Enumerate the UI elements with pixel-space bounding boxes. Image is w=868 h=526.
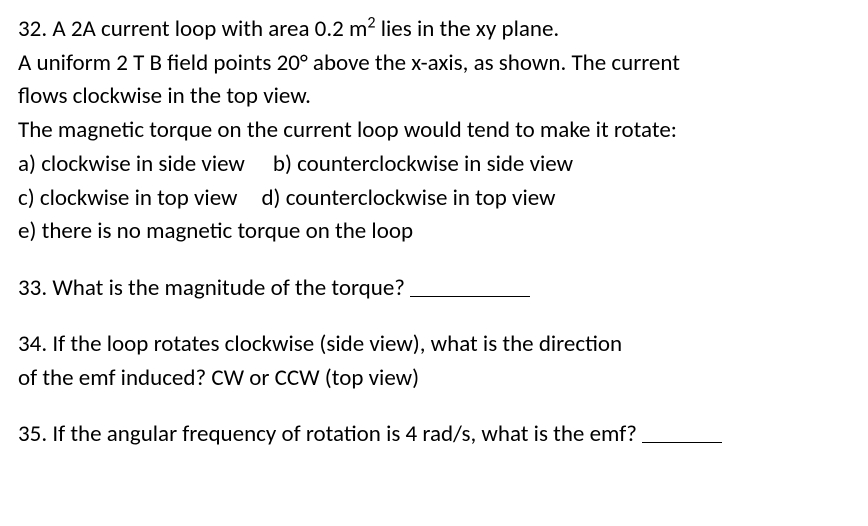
q33-text: 33. What is the magnitude of the torque?	[18, 274, 410, 302]
q32-options-row2: c) clockwise in top view d) counterclockw…	[18, 183, 850, 215]
q32-line1-post: lies in the xy plane.	[376, 15, 560, 43]
q32-line4: The magnetic torque on the current loop …	[18, 115, 850, 147]
q32-options-row1: a) clockwise in side view b) counterclock…	[18, 149, 850, 181]
q32-line1-sup: 2	[367, 13, 375, 32]
q32-line1-pre: 32. A 2A current loop with area 0.2 m	[18, 15, 367, 43]
q32-line3: flows clockwise in the top view.	[18, 81, 850, 113]
q32-opt-e: e) there is no magnetic torque on the lo…	[18, 216, 850, 248]
q35-line: 35. If the angular frequency of rotation…	[18, 418, 850, 451]
q35-text: 35. If the angular frequency of rotation…	[18, 420, 642, 448]
q34-line1: 34. If the loop rotates clockwise (side …	[18, 329, 850, 361]
q33-line: 33. What is the magnitude of the torque?	[18, 272, 850, 305]
q33-blank[interactable]	[410, 274, 530, 297]
q35-blank[interactable]	[642, 420, 722, 443]
q34-line2: of the emf induced? CW or CCW (top view)	[18, 363, 850, 395]
q32-opt-d: d) counterclockwise in top view	[261, 184, 555, 212]
q32-opt-b: b) counterclockwise in side view	[273, 150, 573, 178]
q32-opt-a: a) clockwise in side view	[18, 150, 245, 178]
q32-line2: A uniform 2 T B field points 20° above t…	[18, 48, 850, 80]
q32-opt-c: c) clockwise in top view	[18, 184, 237, 212]
q32-line1: 32. A 2A current loop with area 0.2 m2 l…	[18, 14, 850, 46]
